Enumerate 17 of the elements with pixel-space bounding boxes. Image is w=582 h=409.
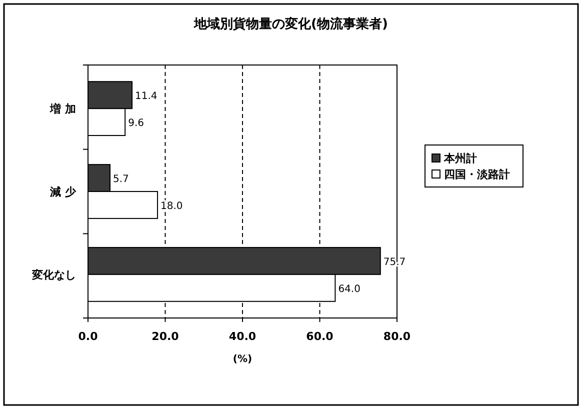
data-label: 64.0: [338, 284, 360, 295]
x-tick-label: 20.0: [152, 330, 180, 343]
x-tick-label: 0.0: [78, 330, 98, 343]
data-label: 18.0: [160, 200, 183, 212]
legend-label: 本州計: [443, 152, 477, 165]
data-label: 11.4: [135, 91, 158, 102]
chart-title: 地域別貨物量の変化(物流事業者): [193, 16, 388, 32]
x-tick-label: 80.0: [383, 330, 411, 343]
x-tick-label: 40.0: [228, 330, 256, 343]
data-label: 9.6: [128, 118, 144, 130]
y-tick-label: 増 加: [49, 102, 76, 116]
x-tick-label: 60.0: [306, 330, 334, 343]
x-axis-title: (%): [232, 354, 252, 365]
data-label: 5.7: [113, 174, 129, 186]
legend-label: 四国・淡路計: [444, 168, 510, 181]
y-tick-label: 減 少: [49, 186, 77, 198]
y-tick-label: 変化なし: [31, 268, 76, 282]
